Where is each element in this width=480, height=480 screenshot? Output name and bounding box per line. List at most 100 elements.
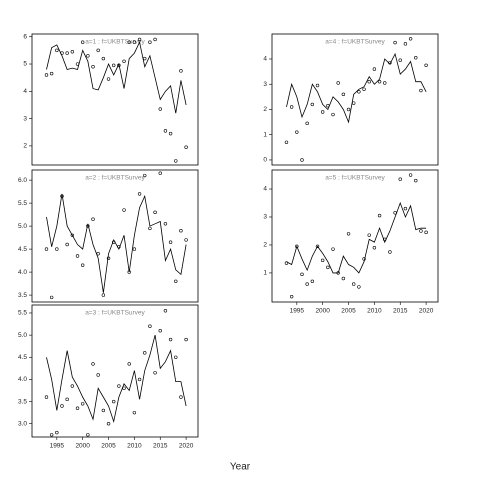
panel-frame: [31, 33, 199, 166]
y-tick-label: 5.5: [18, 200, 27, 207]
data-point: [117, 245, 121, 249]
data-point: [80, 40, 85, 44]
data-point: [122, 59, 126, 63]
data-point: [362, 87, 366, 91]
data-point: [367, 80, 371, 84]
data-point: [357, 90, 361, 94]
y-tick-label: 4.5: [18, 246, 27, 253]
y-tick-label: 4.0: [18, 376, 27, 383]
data-point: [44, 73, 49, 77]
data-point: [174, 355, 178, 359]
data-point: [49, 433, 54, 437]
data-point: [86, 433, 90, 437]
data-point: [127, 270, 131, 274]
data-point: [419, 88, 423, 93]
data-point: [163, 129, 168, 133]
data-point: [393, 40, 397, 45]
x-tick-label: 2005: [101, 443, 116, 450]
data-point: [408, 37, 413, 41]
x-tick-label: 1995: [290, 308, 305, 315]
data-point: [295, 244, 299, 249]
data-point: [341, 276, 346, 281]
data-point: [163, 222, 168, 226]
data-point: [388, 61, 392, 65]
data-point: [55, 430, 59, 435]
y-tick-label: 3.5: [18, 398, 27, 405]
data-point: [403, 42, 408, 46]
data-point: [362, 257, 366, 261]
data-point: [168, 240, 173, 244]
y-tick-label: 3: [263, 81, 267, 88]
y-tick-label: 3: [23, 115, 27, 122]
data-point: [174, 159, 178, 163]
data-point: [132, 247, 137, 251]
y-tick-label: 4: [23, 88, 27, 95]
panel-title: a=2 : f=UKBTSurvey: [85, 175, 145, 182]
data-point: [75, 254, 80, 258]
data-point: [184, 145, 188, 149]
data-point: [388, 250, 392, 254]
data-point: [310, 279, 315, 284]
data-point: [168, 337, 173, 342]
y-tick-label: 4: [263, 186, 267, 193]
data-point: [300, 272, 304, 277]
data-point: [398, 58, 402, 62]
data-point: [403, 206, 408, 211]
data-point: [398, 177, 402, 181]
panel-title: a=4 : f=UKBTSurvey: [325, 39, 385, 46]
y-tick-label: 0: [263, 157, 267, 164]
data-point: [143, 173, 147, 178]
data-point: [80, 402, 85, 406]
data-point: [117, 63, 121, 68]
x-tick-label: 2020: [419, 308, 434, 315]
data-point: [424, 230, 428, 235]
x-tick-label: 2010: [127, 443, 142, 450]
data-point: [305, 121, 309, 126]
data-point: [346, 107, 351, 112]
data-point: [148, 226, 152, 231]
data-point: [357, 285, 361, 289]
data-point: [331, 112, 335, 117]
y-tick-label: 6.0: [18, 177, 27, 184]
trend-line: [46, 193, 187, 293]
data-point: [424, 63, 428, 67]
data-point: [127, 362, 131, 366]
y-tick-label: 3.5: [18, 292, 27, 299]
y-tick-label: 6: [23, 33, 27, 40]
y-tick-label: 5: [23, 61, 27, 68]
data-point: [336, 81, 340, 85]
data-point: [158, 107, 162, 111]
data-point: [352, 101, 356, 105]
data-point: [122, 386, 126, 390]
data-point: [106, 422, 111, 426]
data-point: [153, 210, 157, 215]
data-point: [320, 258, 325, 263]
panel-title: a=1 : f=UKBTSurvey: [85, 39, 145, 46]
x-tick-label: 2005: [341, 308, 356, 315]
data-point: [137, 37, 142, 42]
data-point: [168, 131, 173, 136]
data-point: [163, 309, 168, 313]
data-point: [70, 50, 75, 54]
data-point: [383, 81, 387, 85]
panel-title: a=3 : f=UKBTSurvey: [85, 310, 145, 317]
data-point: [91, 217, 95, 221]
trend-line: [286, 201, 427, 274]
data-point: [112, 399, 116, 404]
data-point: [65, 51, 69, 55]
data-point: [55, 247, 59, 251]
data-point: [174, 279, 178, 284]
data-point: [153, 371, 157, 375]
data-point: [295, 130, 299, 134]
data-point: [414, 178, 418, 183]
data-point: [91, 65, 95, 69]
data-point: [106, 256, 111, 261]
data-point: [101, 56, 106, 61]
x-tick-label: 2000: [75, 443, 90, 450]
y-tick-label: 3.0: [18, 420, 27, 427]
data-point: [305, 282, 309, 286]
data-point: [101, 293, 106, 297]
data-point: [101, 408, 106, 413]
data-point: [96, 373, 100, 377]
